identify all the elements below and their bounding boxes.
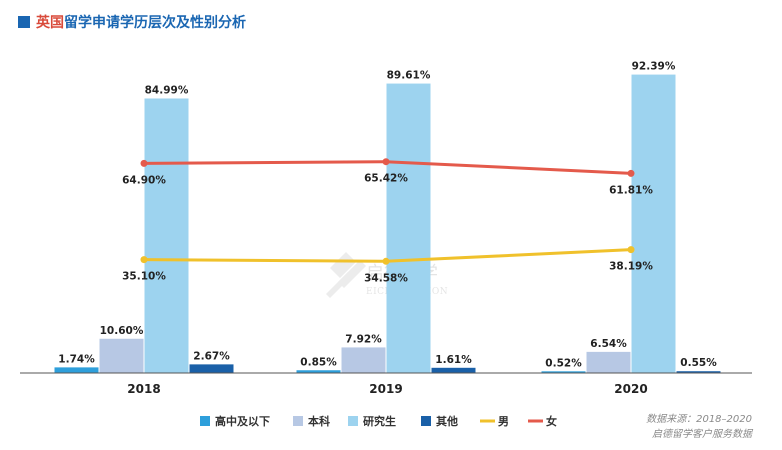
line-label-e794b7-2020: 38.19% [609, 261, 653, 273]
chart-title: 英国 留学申请学历层次及性别分析 [18, 12, 246, 32]
legend-swatch-e69cace7a791 [293, 416, 303, 426]
bar-label-e7a094e7a9b6e7949f-2018: 84.99% [145, 84, 189, 96]
legend-swatch-e9ab98e4b8ade58f8ae4bba5e4b88b [200, 416, 210, 426]
bar-e585b6e4bb96-2019 [431, 367, 476, 373]
legend-label-e7a094e7a9b6e7949f: 研究生 [363, 414, 396, 428]
x-tick-2018: 2018 [127, 382, 160, 396]
bar-label-e9ab98e4b8ade58f8ae4bba5e4b88b-2018: 1.74% [58, 353, 95, 365]
line-label-e5a5b3-2019: 65.42% [364, 173, 408, 185]
bar-e7a094e7a9b6e7949f-2018 [144, 98, 189, 373]
title-country: 英国 [36, 15, 64, 31]
legend-label-e585b6e4bb96: 其他 [436, 414, 458, 428]
bar-e69cace7a791-2020 [586, 351, 631, 373]
legend-swatch-e7a094e7a9b6e7949f [348, 416, 358, 426]
line-label-e794b7-2018: 35.10% [122, 271, 166, 283]
bar-label-e585b6e4bb96-2018: 2.67% [193, 350, 230, 362]
legend-label-e9ab98e4b8ade58f8ae4bba5e4b88b: 高中及以下 [215, 414, 270, 428]
title-text: 留学申请学历层次及性别分析 [64, 15, 246, 31]
point-e794b7-2018 [140, 256, 148, 264]
legend-label-e794b7: 男 [498, 415, 509, 428]
source-line-2: 启德留学客户服务数据 [652, 429, 752, 440]
bar-label-e7a094e7a9b6e7949f-2020: 92.39% [632, 61, 676, 73]
bar-e69cace7a791-2018 [99, 338, 144, 373]
line-label-e794b7-2019: 34.58% [364, 272, 408, 284]
bar-label-e7a094e7a9b6e7949f-2019: 89.61% [387, 70, 431, 82]
bar-label-e585b6e4bb96-2019: 1.61% [435, 354, 472, 366]
source-line-1: 数据来源：2018–2020 [646, 414, 752, 425]
watermark-logo-icon [326, 252, 366, 298]
bar-label-e9ab98e4b8ade58f8ae4bba5e4b88b-2019: 0.85% [300, 356, 337, 368]
bar-e69cace7a791-2019 [341, 347, 386, 373]
bar-label-e69cace7a791-2018: 10.60% [100, 325, 144, 337]
bar-label-e585b6e4bb96-2020: 0.55% [680, 357, 717, 369]
line-label-e5a5b3-2020: 61.81% [609, 184, 653, 196]
bar-e585b6e4bb96-2018 [189, 364, 234, 373]
bar-label-e69cace7a791-2020: 6.54% [590, 338, 627, 350]
x-tick-2020: 2020 [614, 382, 647, 396]
legend-label-e69cace7a791: 本科 [308, 414, 330, 428]
bar-label-e9ab98e4b8ade58f8ae4bba5e4b88b-2020: 0.52% [545, 357, 582, 369]
legend-swatch-e585b6e4bb96 [421, 416, 431, 426]
bar-e7a094e7a9b6e7949f-2019 [386, 83, 431, 374]
data-source: 数据来源：2018–2020 启德留学客户服务数据 [646, 412, 752, 442]
bar-e9ab98e4b8ade58f8ae4bba5e4b88b-2019 [296, 370, 341, 373]
point-e5a5b3-2020 [627, 169, 635, 177]
line-label-e5a5b3-2018: 64.90% [122, 174, 166, 186]
bar-e9ab98e4b8ade58f8ae4bba5e4b88b-2018 [54, 367, 99, 373]
bar-e585b6e4bb96-2020 [676, 371, 721, 373]
bar-e9ab98e4b8ade58f8ae4bba5e4b88b-2020 [541, 371, 586, 373]
x-tick-2019: 2019 [369, 382, 402, 396]
point-e794b7-2020 [627, 246, 635, 254]
point-e5a5b3-2018 [140, 159, 148, 167]
bar-e7a094e7a9b6e7949f-2020 [631, 74, 676, 374]
point-e5a5b3-2019 [382, 158, 390, 166]
point-e794b7-2019 [382, 257, 390, 265]
legend-label-e5a5b3: 女 [546, 414, 557, 428]
title-marker-icon [18, 16, 30, 28]
bar-label-e69cace7a791-2019: 7.92% [345, 333, 382, 345]
